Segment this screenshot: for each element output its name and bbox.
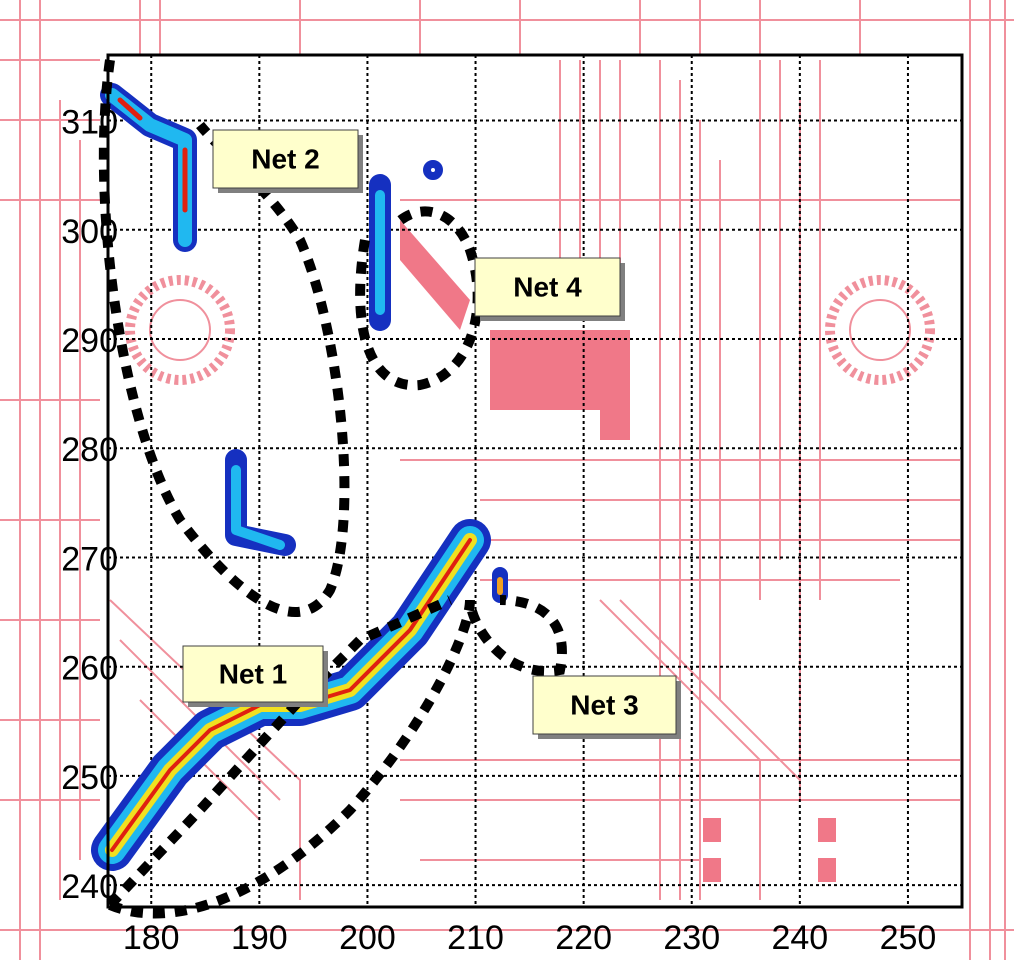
contours: [112, 95, 500, 850]
annotation-label: Net 1: [219, 658, 287, 689]
x-tick-label: 220: [555, 919, 612, 957]
y-tick-label: 240: [61, 868, 118, 906]
x-tick-label: 190: [231, 919, 288, 957]
chart: 180 190 200 210 220 230 240 250 240 250 260 270 280 2…: [0, 0, 1014, 960]
y-tick-label: 270: [61, 540, 118, 578]
contour-net2: [112, 95, 185, 240]
annotation-label: Net 2: [251, 143, 319, 174]
x-tick-label: 250: [880, 919, 937, 957]
y-tick-label: 260: [61, 650, 118, 688]
y-tick-label: 290: [61, 322, 118, 360]
x-tick-label: 240: [771, 919, 828, 957]
x-tick-label: 230: [663, 919, 720, 957]
x-tick-label: 200: [339, 919, 396, 957]
annotation-label: Net 4: [513, 271, 582, 302]
y-tick-label: 280: [61, 431, 118, 469]
y-tick-label: 300: [61, 213, 118, 251]
x-tick-label: 210: [447, 919, 504, 957]
y-tick-label: 250: [61, 759, 118, 797]
annotation-label: Net 3: [570, 689, 638, 720]
page: {"chart_data": {"type": "contour", "xlim…: [0, 0, 1014, 965]
x-tick-label: 180: [123, 919, 180, 957]
y-tick-label: 310: [61, 104, 118, 142]
